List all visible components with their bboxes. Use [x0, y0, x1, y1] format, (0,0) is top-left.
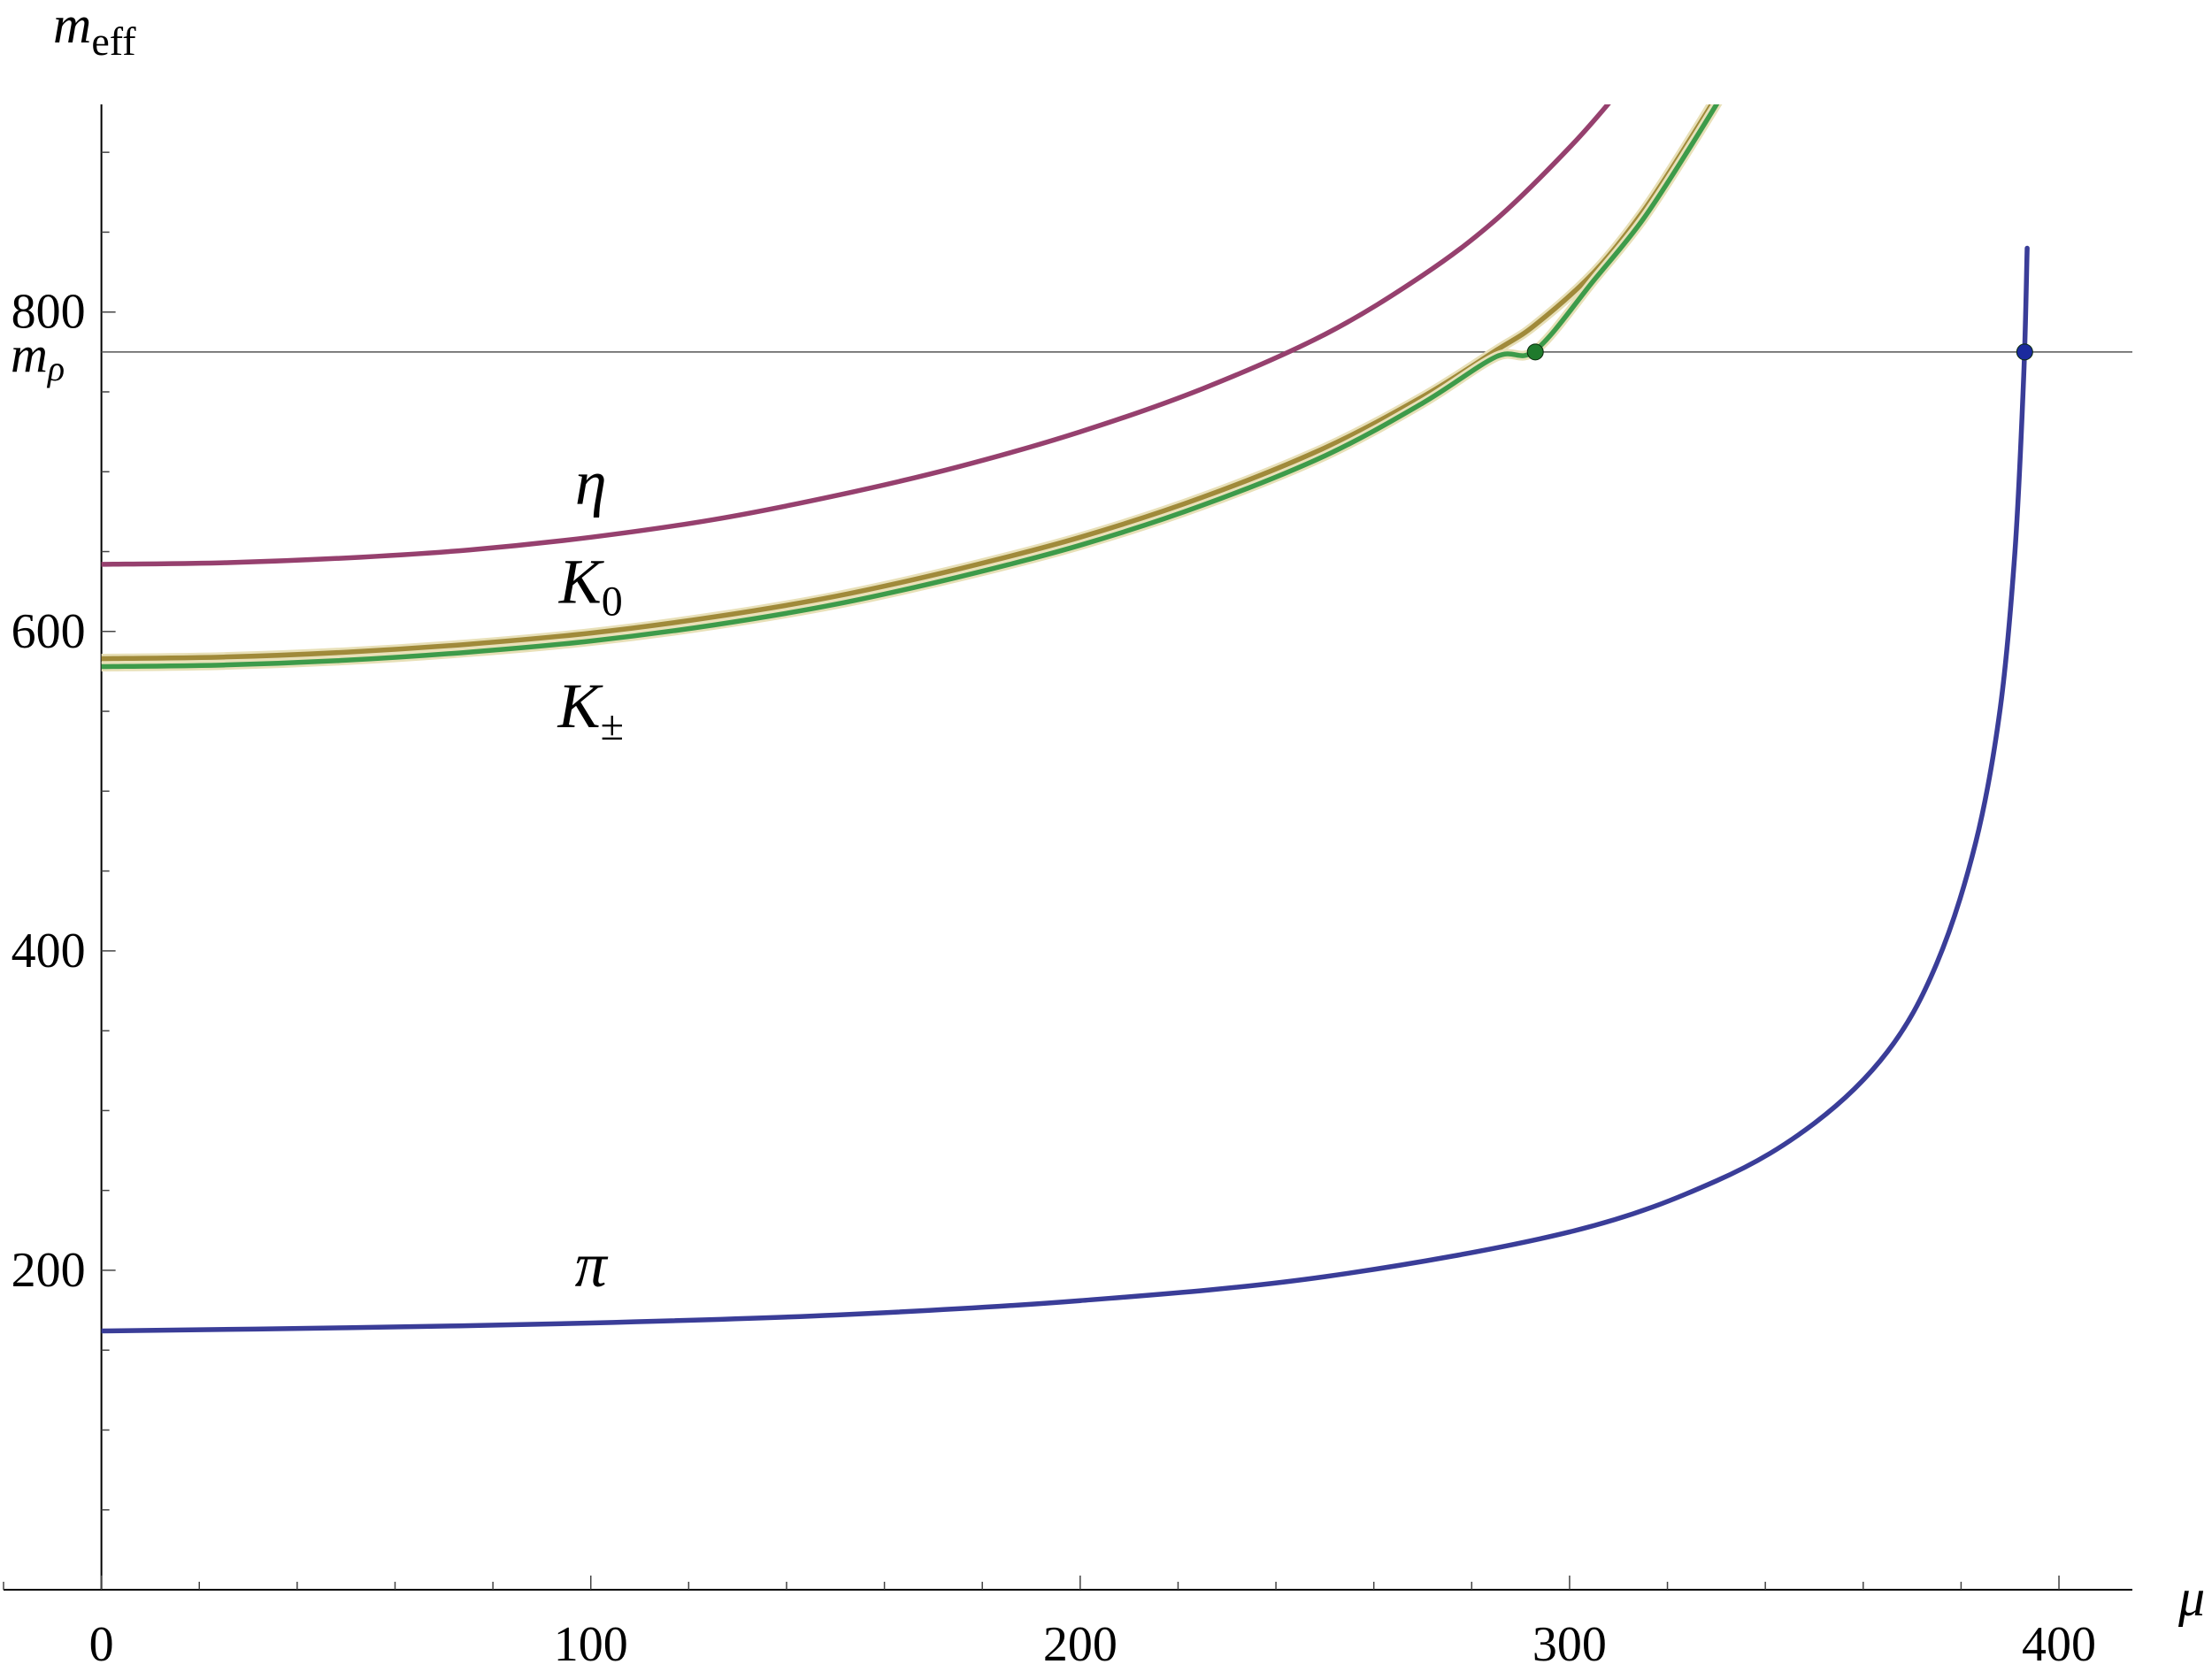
y-tick-label: 400	[12, 924, 86, 978]
y-tick-label: 800	[12, 285, 86, 340]
series-layer	[101, 104, 2030, 1334]
intersection-marker-1	[1526, 343, 1544, 361]
axes: 0 100 200 300 400 200 400 600 800	[3, 104, 2132, 1672]
x-tick-label: 300	[1532, 1617, 1607, 1672]
series-k0-line	[101, 104, 1715, 662]
curve-label-pi: π	[575, 1230, 609, 1300]
y-ticks: 200 400 600 800	[12, 151, 116, 1511]
x-ticks: 0 100 200 300 400	[3, 1576, 2096, 1672]
x-tick-label: 0	[89, 1617, 114, 1672]
intersection-marker-2	[2016, 343, 2033, 361]
y-tick-label: 200	[12, 1243, 86, 1298]
series-kpm-line	[101, 104, 1720, 670]
x-tick-label: 200	[1043, 1617, 1118, 1672]
x-axis-title: μ	[2177, 1568, 2205, 1627]
x-tick-label: 400	[2022, 1617, 2096, 1672]
series-eta-line	[101, 104, 1611, 567]
y-axis-title: meff	[53, 0, 136, 64]
series-pi-line	[101, 245, 2030, 1334]
curve-labels: η K0 K± π	[557, 447, 624, 1300]
curve-label-kpm: K±	[557, 671, 624, 749]
x-tick-label: 100	[554, 1617, 628, 1672]
marker-layer	[1526, 343, 2033, 361]
curve-label-eta: η	[575, 447, 607, 518]
y-tick-label: 600	[12, 604, 86, 659]
curve-label-k0: K0	[558, 546, 623, 625]
reference-line-label: mρ	[11, 326, 65, 388]
